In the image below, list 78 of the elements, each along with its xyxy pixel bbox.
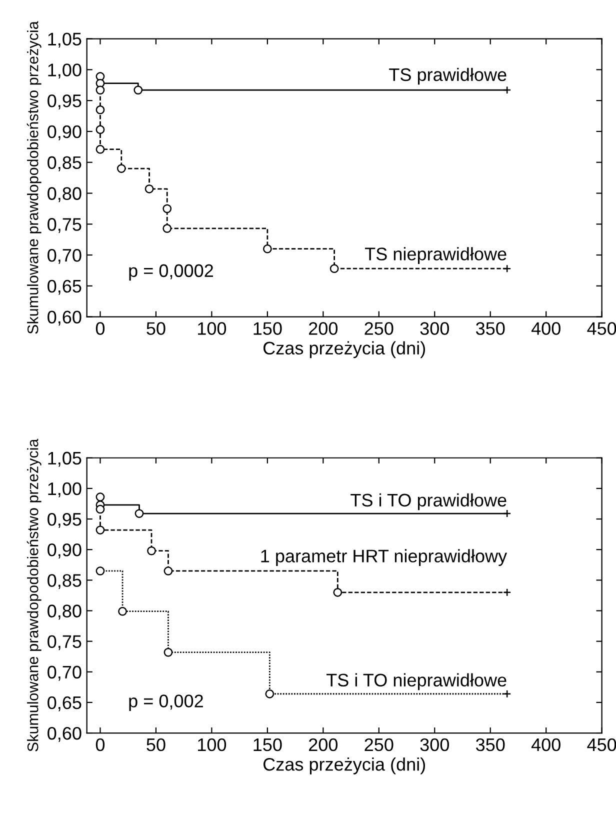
y-tick-label: 0,75	[48, 635, 82, 650]
x-tick-label: 300	[420, 322, 449, 335]
x-tick-label: 450	[587, 738, 616, 752]
point	[116, 164, 126, 173]
x-tick-label: 100	[198, 738, 226, 752]
point	[330, 264, 339, 274]
x-tick-label: 50	[146, 322, 166, 335]
x-tick-label: 400	[531, 738, 560, 752]
y-tick-label: 0,80	[48, 187, 82, 202]
x-tick-label: 150	[254, 322, 282, 335]
x-tick-label: 200	[309, 738, 338, 752]
point	[144, 184, 154, 194]
x-axis-title: Czas przeżycia (dni)	[263, 341, 425, 358]
point	[96, 504, 105, 514]
x-tick-label: 150	[254, 738, 282, 752]
point	[118, 606, 127, 616]
point	[96, 526, 105, 534]
x-tick-label: 400	[531, 322, 560, 335]
y-tick-label: 0,70	[48, 248, 82, 264]
point	[162, 224, 172, 233]
y-tick-label: 1,05	[48, 452, 82, 467]
annotation: TS i TO prawidłowe	[350, 493, 506, 510]
annotation: 1 parametr HRT nieprawidłowy	[261, 549, 508, 566]
annotation: TS nieprawidłowe	[364, 247, 506, 264]
x-tick-label: 250	[364, 322, 394, 335]
x-tick-label: 100	[198, 322, 226, 335]
y-tick-label: 0,65	[48, 696, 82, 712]
point	[502, 86, 512, 94]
y-tick-label: 0,60	[48, 726, 82, 742]
x-tick-label: 200	[309, 322, 338, 335]
y-tick-label: 1,05	[48, 32, 82, 48]
y-tick-label: 0,75	[48, 218, 82, 233]
point	[162, 204, 172, 214]
y-tick-label: 0,85	[48, 156, 82, 172]
point	[502, 690, 512, 698]
point	[164, 566, 173, 576]
x-tick-label: 250	[364, 738, 394, 752]
y-tick-label: 0,60	[48, 310, 82, 326]
x-tick-label: 0	[96, 322, 105, 335]
point	[96, 492, 105, 502]
point	[333, 588, 342, 597]
y-tick-label: 0,85	[48, 574, 82, 590]
x-tick-label: 350	[476, 738, 505, 752]
point	[265, 689, 274, 698]
annotation: p = 0,0002	[129, 264, 213, 281]
y-axis-title: Skumulowane prawdopodobieństwo przeżycia	[26, 438, 42, 752]
x-axis-title: Czas przeżycia (dni)	[263, 757, 425, 774]
x-tick-label: 300	[420, 738, 449, 752]
y-tick-label: 0,65	[48, 280, 82, 295]
y-tick-label: 1,00	[48, 64, 82, 79]
annotation: p = 0,002	[129, 694, 203, 711]
point	[502, 588, 512, 596]
point	[134, 509, 144, 518]
x-tick-label: 0	[96, 738, 105, 752]
y-tick-label: 0,70	[48, 666, 82, 681]
annotation: TS prawidłowe	[389, 68, 506, 85]
point	[502, 509, 512, 518]
y-axis-title: Skumulowane prawdopodobieństwo przeżycia	[26, 21, 42, 334]
point	[134, 86, 143, 94]
annotation: TS i TO nieprawidłowe	[326, 673, 506, 690]
x-tick-label: 350	[476, 322, 505, 335]
point	[147, 546, 156, 556]
point	[96, 86, 105, 94]
y-tick-label: 0,90	[48, 125, 82, 140]
point	[502, 264, 512, 273]
y-tick-label: 0,90	[48, 544, 82, 558]
y-tick-label: 1,00	[48, 482, 82, 498]
point	[96, 144, 105, 154]
y-tick-label: 0,95	[48, 512, 82, 528]
y-tick-label: 0,95	[48, 94, 82, 110]
point	[164, 648, 173, 657]
point	[96, 105, 105, 114]
point	[262, 244, 272, 254]
point	[96, 566, 105, 576]
point	[96, 125, 105, 134]
y-tick-label: 0,80	[48, 604, 82, 620]
x-tick-label: 450	[587, 322, 616, 335]
x-tick-label: 50	[146, 738, 166, 752]
